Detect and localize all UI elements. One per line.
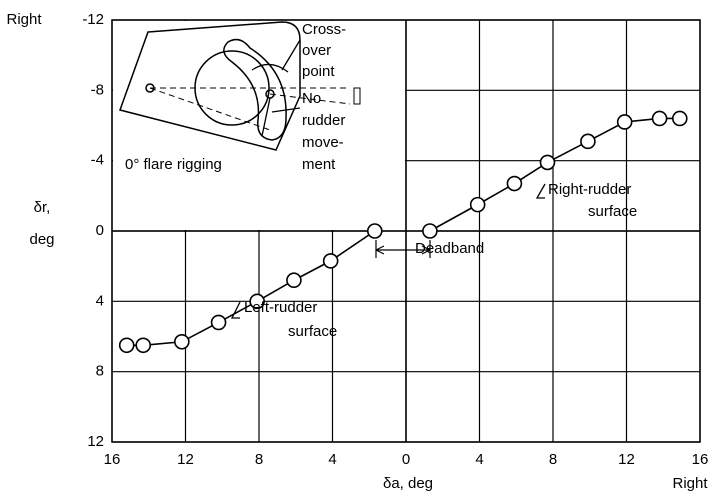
inset-drawing (230, 301, 241, 319)
annotation: move- (302, 134, 344, 151)
annotation: ment (302, 156, 336, 173)
x-tick-label: 4 (328, 451, 336, 468)
x-tick-label: 16 (104, 451, 121, 468)
series-line (429, 117, 680, 232)
annotation: Left-rudder (244, 299, 317, 316)
data-point (651, 110, 668, 127)
series-line (126, 230, 376, 347)
y-tick-label: 8 (96, 363, 104, 380)
y-axis-label: δr, (34, 199, 51, 216)
x-tick-label: 4 (475, 451, 483, 468)
y-axis-label: deg (29, 231, 54, 248)
annotation: Right-rudder (548, 181, 631, 198)
data-point (671, 110, 688, 127)
inset-drawing (251, 39, 301, 137)
data-point (469, 196, 486, 213)
inset-drawing (375, 240, 431, 258)
y-tick-label: -12 (82, 11, 104, 28)
data-point (286, 272, 302, 289)
data-point (616, 114, 633, 130)
data-point (322, 253, 339, 269)
inset-panel (113, 21, 405, 230)
inset-drawing (149, 87, 351, 131)
data-point (506, 175, 523, 192)
x-tick-label: 12 (177, 451, 194, 468)
annotation: surface (288, 323, 337, 340)
data-point (539, 154, 556, 171)
data-point (135, 337, 152, 354)
annotation: point (302, 63, 335, 80)
y-tick-label: 0 (96, 222, 104, 239)
axis-note: Right (6, 11, 42, 28)
annotation: Cross- (302, 21, 346, 38)
data-point (210, 314, 227, 331)
annotation: rudder (302, 112, 345, 129)
data-point (174, 333, 190, 350)
annotation: surface (588, 203, 637, 220)
x-tick-label: 0 (402, 451, 410, 468)
x-tick-label: 16 (692, 451, 709, 468)
inset-drawing (119, 21, 301, 151)
inset-drawing (353, 87, 361, 105)
x-tick-label: 8 (549, 451, 557, 468)
y-tick-label: 12 (87, 433, 104, 450)
inset-drawing (223, 38, 287, 141)
y-tick-label: -8 (91, 81, 104, 98)
data-point (580, 133, 596, 150)
annotation: No (302, 90, 321, 107)
y-tick-label: 4 (96, 292, 104, 309)
annotation: over (302, 42, 331, 59)
x-tick-label: 8 (255, 451, 263, 468)
data-point (249, 293, 265, 310)
x-axis-label: δa, deg (383, 475, 433, 492)
x-tick-label: 12 (618, 451, 635, 468)
annotation: Deadband (415, 240, 484, 257)
axis-note: Right (672, 475, 708, 492)
data-point (422, 223, 438, 239)
y-tick-label: -4 (91, 152, 104, 169)
annotation: 0° flare rigging (125, 156, 222, 173)
data-point (118, 337, 135, 354)
inset-drawing (535, 183, 546, 199)
data-point (366, 223, 383, 239)
